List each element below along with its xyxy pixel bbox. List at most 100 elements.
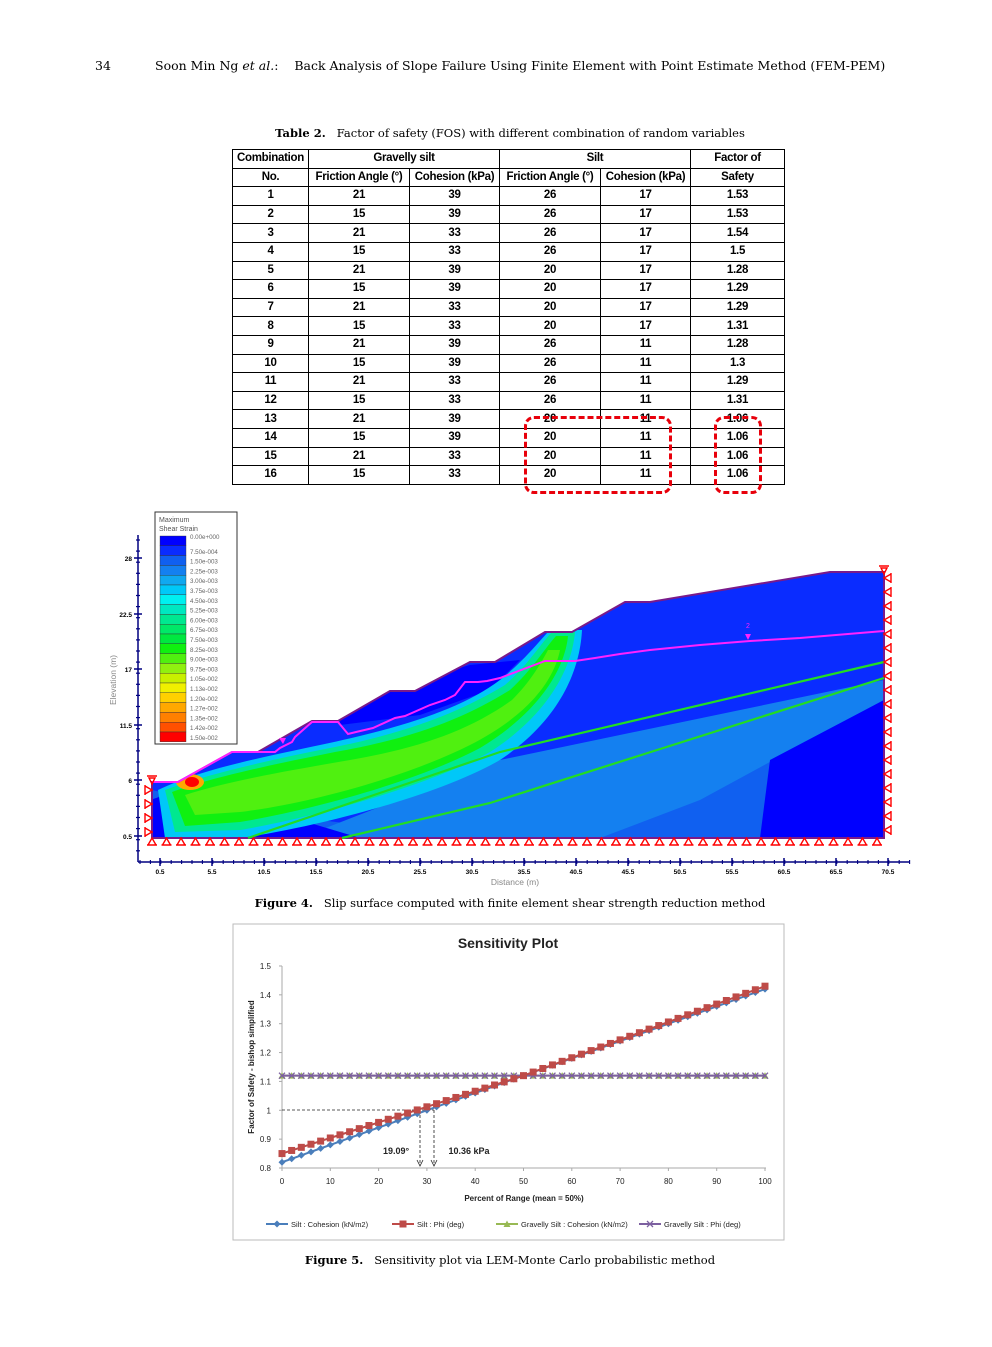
svg-text:1.3: 1.3 (260, 1020, 272, 1029)
svg-text:30: 30 (422, 1177, 431, 1186)
cell-gs-phi: 15 (308, 241, 410, 262)
cell-no: 8 (232, 316, 309, 336)
cell-gs-phi: 21 (308, 260, 410, 281)
svg-text:17: 17 (125, 667, 133, 674)
fos-table: Combination Gravelly silt Silt Factor of… (232, 149, 785, 485)
svg-text:9.00e-003: 9.00e-003 (190, 657, 218, 664)
annotation-phi: 19.09° (383, 1146, 410, 1156)
cell-fos: 1.5 (690, 241, 785, 262)
svg-text:70.5: 70.5 (882, 869, 895, 876)
cell-no: 2 (232, 204, 309, 225)
svg-text:1.4: 1.4 (260, 991, 272, 1000)
table-row: 1 21 39 26 17 1.53 (232, 186, 785, 206)
table-row: 4 15 33 26 17 1.5 (232, 241, 785, 262)
header-gravelly-silt: Gravelly silt (308, 149, 500, 169)
cell-fos: 1.29 (690, 297, 785, 318)
cell-s-phi: 26 (499, 204, 601, 225)
side-fixity-supports (144, 565, 892, 837)
cell-gs-phi: 15 (308, 316, 410, 336)
chart-series (278, 982, 769, 1166)
cell-s-phi: 26 (499, 186, 601, 206)
svg-text:3.75e-003: 3.75e-003 (190, 588, 218, 595)
legend-item: Gravelly Silt : Phi (deg) (639, 1220, 741, 1229)
annotation-cohesion: 10.36 kPa (448, 1146, 490, 1156)
svg-text:11.5: 11.5 (120, 723, 133, 730)
svg-text:1.05e-002: 1.05e-002 (190, 676, 218, 683)
svg-text:0.5: 0.5 (155, 869, 164, 876)
cell-gs-c: 33 (409, 241, 500, 262)
svg-text:6.00e-003: 6.00e-003 (190, 617, 218, 624)
cell-gs-c: 39 (409, 409, 500, 429)
svg-text:20.5: 20.5 (362, 869, 375, 876)
x-axis-ticks: 0.5 5.5 10.5 15.5 20.5 25.5 30.5 35.5 40.5 45.5 50… (139, 858, 911, 876)
cell-no: 11 (232, 372, 309, 392)
cell-no: 4 (232, 241, 309, 262)
legend-item: Silt : Phi (deg) (392, 1220, 465, 1229)
cell-gs-phi: 21 (308, 409, 410, 429)
cell-gs-phi: 15 (308, 353, 410, 374)
svg-text:Silt : Cohesion (kN/m2): Silt : Cohesion (kN/m2) (291, 1220, 369, 1229)
layer-boundary-upper (247, 660, 885, 840)
cell-gs-c: 39 (409, 260, 500, 281)
cell-no: 16 (232, 465, 309, 485)
cell-gs-c: 39 (409, 186, 500, 206)
cell-fos: 1.3 (690, 353, 785, 374)
cell-gs-phi: 21 (308, 186, 410, 206)
paper-title: Back Analysis of Slope Failure Using Fin… (294, 58, 886, 73)
cell-s-c: 17 (600, 260, 691, 281)
header-fos-2: Safety (690, 167, 785, 188)
x-axis-label: Distance (m) (491, 877, 539, 887)
chart-legend: Silt : Cohesion (kN/m2) Silt : Phi (deg) G… (266, 1220, 741, 1229)
legend-item: Silt : Cohesion (kN/m2) (266, 1220, 369, 1229)
header-no: No. (232, 167, 309, 188)
table-row: 6 15 39 20 17 1.29 (232, 279, 785, 299)
table-header-row-1: Combination Gravelly silt Silt Factor of (232, 149, 785, 169)
cell-no: 3 (232, 223, 309, 243)
cell-s-phi: 20 (499, 297, 601, 318)
water-table-marker-icon-2 (279, 738, 286, 744)
chart-y-ticks: 0.8 0.9 1 1.1 1.2 1.3 1.4 1.5 (260, 962, 282, 1173)
cell-no: 13 (232, 409, 309, 429)
cell-s-phi: 26 (499, 241, 601, 262)
cell-gs-phi: 15 (308, 279, 410, 299)
table-row: 11 21 33 26 11 1.29 (232, 372, 785, 392)
svg-text:1.13e-002: 1.13e-002 (190, 686, 218, 693)
cell-gs-phi: 15 (308, 390, 410, 411)
table-row: 9 21 39 26 11 1.28 (232, 334, 785, 355)
table-caption: Table 2. Factor of safety (FOS) with dif… (275, 126, 745, 140)
table-row: 12 15 33 26 11 1.31 (232, 390, 785, 411)
sensitivity-plot: Sensitivity Plot 0.80.911.11.21.31.41.5 … (232, 923, 785, 1241)
cell-gs-c: 39 (409, 427, 500, 448)
svg-text:28: 28 (125, 556, 133, 563)
svg-text:Silt : Phi (deg): Silt : Phi (deg) (417, 1220, 465, 1229)
table-row: 5 21 39 20 17 1.28 (232, 260, 785, 281)
cell-no: 9 (232, 334, 309, 355)
svg-text:1.1: 1.1 (260, 1077, 272, 1086)
cell-gs-c: 33 (409, 223, 500, 243)
svg-text:0.00e+000: 0.00e+000 (190, 534, 220, 541)
running-header: 34 Soon Min Ng et al.: Back Analysis of … (0, 58, 992, 78)
svg-text:8.25e-003: 8.25e-003 (190, 647, 218, 654)
cell-s-c: 17 (600, 297, 691, 318)
svg-text:50: 50 (519, 1177, 528, 1186)
water-table-line (152, 630, 885, 783)
page-number: 34 (95, 58, 111, 73)
table-row: 15 21 33 20 11 1.06 (232, 446, 785, 467)
cell-s-phi: 26 (499, 353, 601, 374)
cell-no: 12 (232, 390, 309, 411)
svg-text:1.35e-002: 1.35e-002 (190, 715, 218, 722)
cohesion-arrow-icon (430, 1159, 438, 1167)
cell-gs-phi: 21 (308, 223, 410, 243)
svg-text:3.00e-003: 3.00e-003 (190, 578, 218, 585)
svg-text:40: 40 (471, 1177, 480, 1186)
svg-text:1.50e-002: 1.50e-002 (190, 735, 218, 742)
cell-fos: 1.29 (690, 279, 785, 299)
svg-text:20: 20 (374, 1177, 383, 1186)
svg-text:15.5: 15.5 (310, 869, 323, 876)
svg-text:55.5: 55.5 (726, 869, 739, 876)
cell-s-c: 11 (600, 390, 691, 411)
series-1 (278, 982, 769, 1158)
svg-text:0.8: 0.8 (260, 1164, 272, 1173)
phi-arrow-icon (416, 1159, 424, 1167)
